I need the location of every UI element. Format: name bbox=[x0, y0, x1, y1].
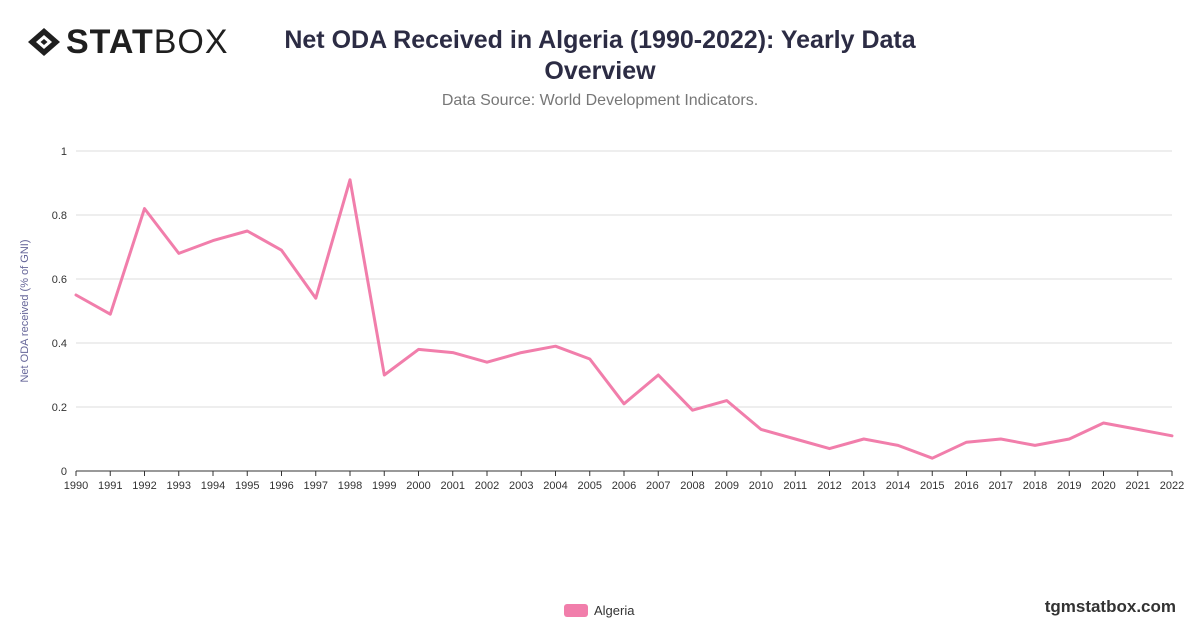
x-tick-label: 1998 bbox=[338, 480, 362, 492]
x-tick-label: 2004 bbox=[543, 480, 567, 492]
y-axis-label: Net ODA received (% of GNI) bbox=[19, 239, 31, 383]
chart-subtitle: Data Source: World Development Indicator… bbox=[441, 92, 759, 109]
x-tick-label: 1991 bbox=[98, 480, 122, 492]
x-tick-label: 2013 bbox=[852, 480, 876, 492]
y-tick-label: 0 bbox=[61, 466, 67, 478]
grid-lines bbox=[76, 150, 1172, 472]
y-tick-label: 0.8 bbox=[52, 210, 67, 222]
x-tick-label: 2010 bbox=[749, 480, 773, 492]
y-tick-label: 0.4 bbox=[52, 338, 67, 350]
logo-text-light: BOX bbox=[153, 23, 229, 61]
x-tick-label: 2003 bbox=[509, 480, 533, 492]
y-tick-label: 0.2 bbox=[52, 402, 67, 414]
x-tick-label: 1990 bbox=[64, 480, 88, 492]
footer-website: tgmstatbox.com bbox=[1044, 597, 1176, 616]
y-tick-label: 1 bbox=[61, 146, 67, 158]
x-tick-label: 1995 bbox=[235, 480, 259, 492]
x-tick-label: 2020 bbox=[1091, 480, 1115, 492]
legend[interactable]: Algeria bbox=[564, 603, 634, 618]
x-tick-label: 2012 bbox=[817, 480, 841, 492]
x-tick-label: 1994 bbox=[201, 480, 225, 492]
x-tick-label: 1993 bbox=[167, 480, 191, 492]
y-tick-labels: 0 0.2 0.4 0.6 0.8 1 bbox=[52, 146, 67, 478]
x-tick-label: 2021 bbox=[1126, 480, 1150, 492]
x-tick-label: 2006 bbox=[612, 480, 636, 492]
logo-text: STATBOX bbox=[66, 25, 229, 59]
x-tick-label: 2015 bbox=[920, 480, 944, 492]
x-tick-label: 2009 bbox=[715, 480, 739, 492]
legend-label-algeria: Algeria bbox=[594, 603, 635, 618]
x-tick-label: 2014 bbox=[886, 480, 910, 492]
x-tick-label: 2008 bbox=[680, 480, 704, 492]
x-tick-label: 2000 bbox=[406, 480, 430, 492]
x-tick-label: 2001 bbox=[441, 480, 465, 492]
series-layer bbox=[74, 178, 1174, 460]
x-tick-labels: 1990 1991 1992 1993 1994 1995 1996 1997 1998 1999… bbox=[64, 471, 1184, 492]
x-tick-label: 2011 bbox=[783, 480, 807, 492]
x-tick-label: 2005 bbox=[578, 480, 602, 492]
y-tick-label: 0.6 bbox=[52, 274, 67, 286]
x-tick-label: 1997 bbox=[304, 480, 328, 492]
series-line-algeria bbox=[74, 178, 1174, 460]
x-tick-label: 2002 bbox=[475, 480, 499, 492]
x-tick-label: 2019 bbox=[1057, 480, 1081, 492]
logo-text-bold: STAT bbox=[66, 23, 154, 61]
diamond-logo-icon bbox=[28, 28, 60, 56]
x-tick-label: 1996 bbox=[269, 480, 293, 492]
x-tick-label: 1999 bbox=[372, 480, 396, 492]
legend-swatch-algeria bbox=[564, 604, 588, 617]
statbox-logo: STATBOX bbox=[26, 20, 236, 64]
x-tick-label: 2017 bbox=[989, 480, 1013, 492]
x-tick-label: 2022 bbox=[1160, 480, 1184, 492]
x-tick-label: 2007 bbox=[646, 480, 670, 492]
x-tick-label: 1992 bbox=[132, 480, 156, 492]
x-tick-label: 2016 bbox=[954, 480, 978, 492]
x-tick-label: 2018 bbox=[1023, 480, 1047, 492]
chart-title: Net ODA Received in Algeria (1990-2022):… bbox=[284, 26, 916, 85]
